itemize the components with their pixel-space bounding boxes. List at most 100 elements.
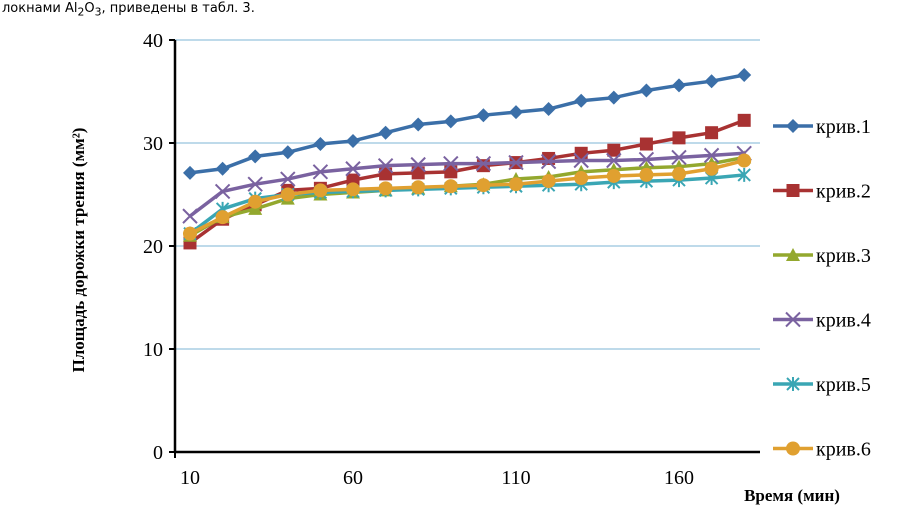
x-tick-label: 110 (501, 467, 530, 489)
data-point (671, 149, 687, 166)
data-point (215, 210, 230, 225)
y-tick-label: 0 (153, 442, 163, 464)
data-point (410, 156, 426, 173)
legend-item: крив.5 (773, 374, 871, 396)
data-point (606, 168, 621, 183)
data-point (183, 226, 197, 241)
data-point (574, 146, 588, 160)
data-point (639, 83, 654, 98)
series-1 (183, 68, 752, 180)
data-point (280, 171, 296, 187)
y-tick-label: 20 (143, 236, 163, 258)
data-point (248, 194, 263, 209)
legend-label: крив.5 (816, 374, 871, 396)
data-point (411, 117, 426, 132)
x-tick-label: 10 (180, 467, 200, 489)
data-point (786, 248, 800, 261)
y-axis-label: Площадь дорожки трения (мм²) (69, 128, 88, 373)
x-tick-label: 160 (664, 467, 694, 489)
legend-label: крив.1 (816, 116, 871, 138)
legend-item: крив.4 (773, 310, 871, 332)
caption-sub: 3 (94, 5, 102, 19)
data-point (313, 183, 328, 198)
y-tick-label: 40 (143, 30, 163, 52)
data-point (214, 183, 231, 200)
data-point (573, 152, 589, 169)
legend-label: крив.6 (816, 439, 871, 461)
data-point (508, 154, 524, 171)
data-point (476, 159, 490, 173)
y-tick-label: 10 (143, 339, 163, 361)
data-point (704, 74, 719, 89)
data-point (215, 161, 230, 176)
data-point (705, 126, 719, 140)
data-point (672, 166, 686, 181)
series-line (188, 151, 745, 218)
data-point (247, 176, 263, 192)
data-point (345, 161, 361, 177)
data-point (280, 187, 295, 202)
legend-item: крив.1 (773, 116, 871, 138)
data-point (541, 174, 556, 189)
data-point (786, 119, 800, 133)
gridlines (175, 39, 760, 350)
data-point (248, 149, 263, 164)
data-point (443, 155, 459, 172)
data-point (737, 153, 752, 168)
data-point (786, 441, 800, 456)
data-point (737, 113, 751, 127)
data-point (411, 180, 426, 195)
data-point (639, 167, 654, 182)
data-point (540, 153, 557, 170)
data-point (182, 208, 198, 224)
data-point (638, 151, 655, 168)
legend-item: крив.2 (773, 181, 871, 203)
data-point (704, 161, 719, 176)
y-tick-label: 30 (143, 133, 163, 155)
data-point (411, 166, 425, 180)
data-point (672, 78, 686, 93)
caption-part: локнами Al (2, 1, 78, 16)
legend-label: крив.2 (816, 181, 871, 203)
caption-sub: 2 (77, 5, 85, 19)
legend-item: крив.3 (773, 245, 871, 267)
data-point (737, 167, 751, 182)
series-6 (183, 153, 752, 241)
data-point (737, 68, 752, 83)
series-line (189, 158, 745, 236)
data-point (443, 114, 458, 129)
data-point (786, 184, 800, 197)
data-point (346, 182, 360, 197)
caption-part: , приведены в табл. 3. (101, 1, 255, 16)
data-point (786, 377, 800, 391)
data-point (606, 152, 622, 169)
data-point (703, 147, 720, 164)
data-point (378, 125, 393, 140)
data-point (475, 155, 492, 172)
legend-label: крив.4 (816, 310, 871, 332)
data-point (280, 145, 295, 160)
data-point (574, 171, 589, 186)
data-point (313, 137, 328, 152)
legend-label: крив.3 (816, 245, 871, 267)
x-tick-label: 60 (343, 467, 363, 489)
x-axis-label: Время (мин) (744, 486, 840, 505)
data-point (346, 133, 360, 148)
legend-item: крив.6 (773, 439, 871, 461)
data-point (378, 181, 393, 196)
legend: крив.1 крив.2 крив.3 крив.4 крив.5 крив.6 (773, 116, 871, 461)
data-point (509, 177, 523, 192)
data-point (476, 178, 491, 193)
data-point (509, 105, 523, 120)
data-point (606, 90, 621, 105)
data-point (443, 179, 458, 194)
data-point (607, 143, 621, 157)
data-point (183, 165, 197, 180)
data-point (476, 108, 491, 123)
caption-part: O (84, 1, 95, 16)
data-point (574, 93, 589, 108)
data-point (312, 164, 329, 180)
series-4 (182, 145, 752, 224)
data-point (377, 157, 394, 174)
